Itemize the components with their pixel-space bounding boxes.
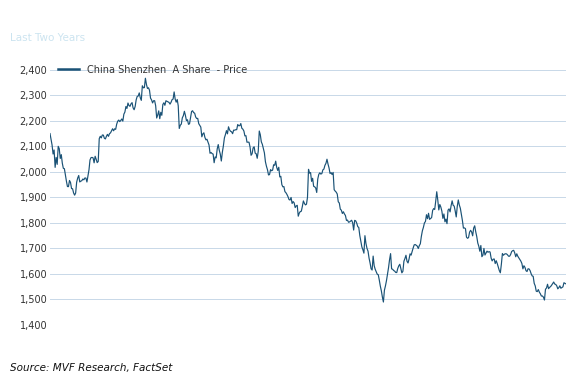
Legend: China Shenzhen  A Share  - Price: China Shenzhen A Share - Price	[55, 62, 250, 78]
Text: China Shenzhen A Share Price Performance: China Shenzhen A Share Price Performance	[10, 12, 371, 27]
Text: Last Two Years: Last Two Years	[10, 33, 85, 43]
Text: Source: MVF Research, FactSet: Source: MVF Research, FactSet	[10, 363, 173, 373]
